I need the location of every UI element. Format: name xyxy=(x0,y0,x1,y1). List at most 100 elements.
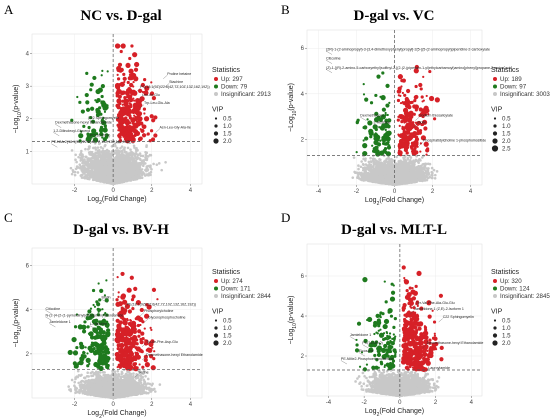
point-insignificant xyxy=(80,165,84,168)
point-up xyxy=(153,133,158,138)
point-down xyxy=(76,95,79,99)
point-insignificant xyxy=(117,179,120,182)
point-insignificant xyxy=(70,172,74,176)
point-up xyxy=(116,88,122,95)
point-insignificant xyxy=(129,148,132,151)
point-insignificant xyxy=(83,168,86,172)
point-insignificant xyxy=(119,172,122,175)
point-down xyxy=(89,88,93,92)
point-insignificant xyxy=(85,155,88,159)
point-insignificant xyxy=(118,176,122,180)
annotation-label: Dexmethasone-hexyl Ethanolamide xyxy=(55,121,112,125)
point-up xyxy=(116,43,121,49)
point-insignificant xyxy=(128,159,132,163)
point-insignificant xyxy=(108,158,111,162)
point-insignificant xyxy=(101,155,105,158)
legend-swatch-insig xyxy=(214,92,218,96)
annotation-label: Proline betaine xyxy=(167,72,191,76)
point-up xyxy=(132,52,138,58)
point-up xyxy=(116,73,119,76)
point-insignificant xyxy=(75,165,79,168)
point-insignificant xyxy=(95,166,99,169)
legend-swatch-up xyxy=(214,77,218,81)
point-insignificant xyxy=(135,167,138,171)
point-insignificant xyxy=(128,165,132,169)
point-insignificant xyxy=(100,150,104,153)
point-insignificant xyxy=(86,147,90,151)
legend-vip-size xyxy=(214,124,218,128)
point-insignificant xyxy=(141,164,145,167)
point-insignificant xyxy=(115,164,119,167)
point-up xyxy=(116,85,120,90)
point-up xyxy=(120,43,126,49)
point-up xyxy=(116,103,119,107)
point-up xyxy=(146,132,150,136)
point-insignificant xyxy=(140,168,144,171)
point-insignificant xyxy=(357,164,360,167)
point-down xyxy=(92,75,97,81)
point-insignificant xyxy=(105,175,108,179)
point-insignificant xyxy=(79,151,83,155)
point-insignificant xyxy=(98,154,101,158)
x-axis-label: Log2(Fold Change) xyxy=(87,196,146,206)
point-up xyxy=(117,135,120,138)
annotation-label: 1,2-Dilinoleoyl-Glycerol xyxy=(53,129,90,133)
point-up xyxy=(126,136,130,140)
point-insignificant xyxy=(80,157,84,161)
x-tick-label: 4 xyxy=(189,188,193,194)
point-up xyxy=(124,116,128,120)
annotation-label: C22 Sphingomyelin xyxy=(88,116,119,120)
point-down xyxy=(106,70,109,73)
point-insignificant xyxy=(100,171,103,175)
point-down xyxy=(85,100,90,105)
point-insignificant xyxy=(145,145,148,149)
point-insignificant xyxy=(128,162,131,165)
point-insignificant xyxy=(76,171,80,174)
point-insignificant xyxy=(125,165,128,169)
point-insignificant xyxy=(109,176,112,180)
point-insignificant xyxy=(136,148,139,152)
point-insignificant xyxy=(109,166,112,169)
point-up xyxy=(122,127,127,132)
point-insignificant xyxy=(101,177,105,180)
point-up xyxy=(126,80,130,85)
legend-vip-title: VIP xyxy=(212,107,224,114)
x-tick-label: 2 xyxy=(431,189,435,195)
point-insignificant xyxy=(93,142,97,145)
legend-vip-label: 1.0 xyxy=(223,123,232,130)
annotation-label: Trp-Leu-Glu-Ala xyxy=(144,101,170,105)
legend-vip-size xyxy=(214,117,218,120)
point-insignificant xyxy=(144,168,148,172)
point-insignificant xyxy=(352,156,356,159)
point-down xyxy=(99,125,104,129)
point-insignificant xyxy=(74,158,77,162)
point-insignificant xyxy=(87,151,91,154)
annotation-label: PC(18:1(9Z)/22:6(4Z,7Z,10Z,13Z,16Z,19Z)) xyxy=(140,85,210,89)
point-insignificant xyxy=(117,158,121,162)
x-tick-label: 2 xyxy=(150,188,154,194)
point-insignificant xyxy=(83,175,87,178)
legend-vip-size xyxy=(213,138,219,144)
point-insignificant xyxy=(144,162,147,165)
point-insignificant xyxy=(138,163,141,167)
point-up xyxy=(143,112,146,115)
y-axis-label: −Log10(p-value) xyxy=(13,85,23,134)
point-up xyxy=(132,102,138,107)
legend-item-label: Down: 79 xyxy=(221,84,248,91)
legend-vip-size xyxy=(213,131,219,136)
point-insignificant xyxy=(422,154,425,158)
y-tick-label: 2 xyxy=(26,117,30,123)
legend-swatch-down xyxy=(214,84,218,89)
point-insignificant xyxy=(84,160,88,163)
point-down xyxy=(82,124,86,128)
point-up xyxy=(129,84,132,87)
point-insignificant xyxy=(99,157,103,160)
point-insignificant xyxy=(98,150,101,153)
point-insignificant xyxy=(107,155,111,158)
point-up xyxy=(130,72,134,76)
point-insignificant xyxy=(122,162,126,165)
point-insignificant xyxy=(94,163,97,166)
point-insignificant xyxy=(96,161,100,165)
